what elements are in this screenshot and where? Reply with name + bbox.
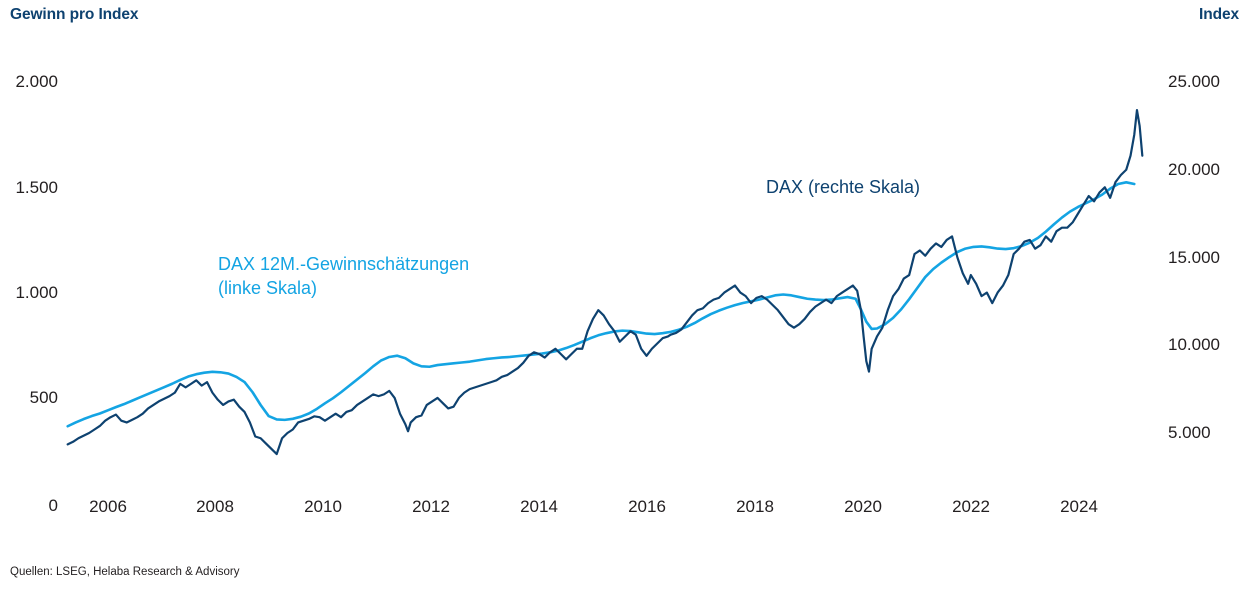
xtick-2024: 2024	[1060, 497, 1098, 516]
left-axis-title: Gewinn pro Index	[10, 6, 139, 23]
ytick-right-5000: 5.000	[1168, 423, 1211, 442]
ytick-left-2000: 2.000	[15, 72, 58, 91]
xtick-2012: 2012	[412, 497, 450, 516]
ytick-left-0: 0	[48, 496, 58, 515]
ytick-right-15000: 15.000	[1168, 248, 1220, 267]
ytick-left-1000: 1.000	[15, 283, 58, 302]
legend-label-earnings-estimates: DAX 12M.-Gewinnschätzungen (linke Skala)	[218, 252, 469, 301]
ytick-right-20000: 20.000	[1168, 160, 1220, 179]
series-line-earnings-estimates	[66, 181, 1136, 428]
xtick-2006: 2006	[89, 497, 127, 516]
xtick-2008: 2008	[196, 497, 234, 516]
legend-label-dax: DAX (rechte Skala)	[766, 177, 921, 197]
legend-earnings-line1: DAX 12M.-Gewinnschätzungen	[218, 254, 470, 274]
xtick-2018: 2018	[736, 497, 774, 516]
xtick-2020: 2020	[844, 497, 882, 516]
xtick-2016: 2016	[628, 497, 666, 516]
xtick-2014: 2014	[520, 497, 558, 516]
ytick-right-10000: 10.000	[1168, 335, 1220, 354]
xtick-2022: 2022	[952, 497, 990, 516]
legend-earnings-line2: (linke Skala)	[218, 278, 318, 299]
right-axis-title: Index	[1199, 6, 1239, 23]
ytick-left-500: 500	[29, 388, 58, 407]
xtick-2010: 2010	[304, 497, 342, 516]
source-note: Quellen: LSEG, Helaba Research & Advisor…	[10, 566, 240, 578]
series-line-dax	[66, 108, 1144, 456]
ytick-right-25000: 25.000	[1168, 72, 1220, 91]
ytick-left-1500: 1.500	[15, 178, 58, 197]
